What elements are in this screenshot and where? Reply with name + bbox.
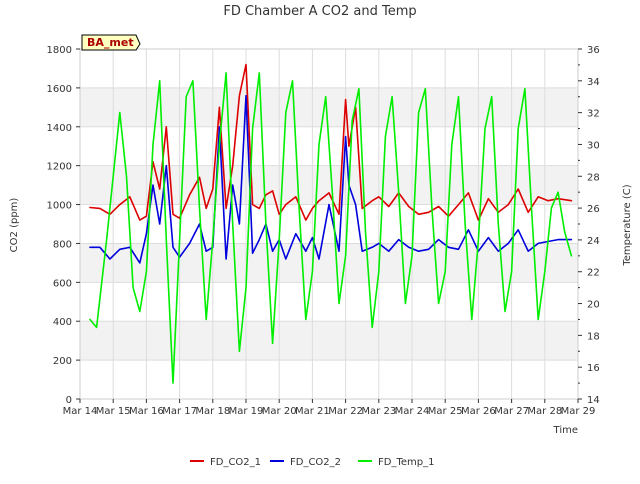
x-tick-label: Mar 20	[262, 406, 297, 417]
series-line-fd-co2-1	[89, 63, 573, 221]
y2-tick-label: 26	[587, 204, 600, 215]
background-band	[80, 243, 578, 283]
y2-tick-label: 14	[587, 395, 600, 406]
legend: FD_CO2_1 FD_CO2_2 FD_Temp_1	[190, 457, 434, 468]
legend-label: FD_CO2_2	[290, 457, 341, 468]
series-layer	[89, 63, 573, 384]
y2-tick-label: 36	[587, 45, 600, 56]
y-tick-label: 600	[53, 278, 72, 289]
y-axis-label: CO2 (ppm)	[9, 198, 20, 253]
y2-tick-label: 34	[587, 77, 600, 88]
legend-label: FD_Temp_1	[378, 457, 434, 468]
background-bands	[80, 87, 578, 361]
y2-tick-label: 20	[587, 300, 600, 311]
y2-axis-label: Temperature (C)	[622, 184, 633, 266]
y2-tick-label: 16	[587, 363, 600, 374]
x-axis-label: Time	[553, 425, 578, 436]
legend-item: FD_Temp_1	[358, 457, 434, 468]
y-tick-label: 1000	[47, 201, 72, 212]
background-band	[80, 321, 578, 361]
y-axis: 0 200 400 600 800 1000 1200 1400 1600 1800	[47, 45, 80, 406]
chart-title: FD Chamber A CO2 and Temp	[223, 4, 416, 19]
x-tick-label: Mar 24	[395, 406, 430, 417]
x-tick-label: Mar 17	[162, 406, 197, 417]
annotation-box: BA_met	[81, 34, 141, 51]
legend-label: FD_CO2_1	[210, 457, 261, 468]
x-tick-label: Mar 21	[295, 406, 330, 417]
series-line-fd-co2-2	[89, 94, 573, 264]
annotation-text: BA_met	[87, 36, 134, 49]
y-tick-label: 1400	[47, 123, 72, 134]
y-tick-label: 400	[53, 317, 72, 328]
x-tick-label: Mar 15	[96, 406, 131, 417]
y-tick-label: 1200	[47, 162, 72, 173]
legend-item: FD_CO2_2	[270, 457, 341, 468]
y2-tick-label: 30	[587, 140, 600, 151]
x-tick-label: Mar 23	[361, 406, 396, 417]
y2-tick-label: 32	[587, 109, 600, 120]
x-tick-label: Mar 27	[494, 406, 529, 417]
y2-tick-label: 28	[587, 172, 600, 183]
series-line-fd-temp-1	[89, 72, 573, 384]
x-tick-label: Mar 16	[129, 406, 164, 417]
y-tick-label: 0	[66, 395, 72, 406]
x-tick-label: Mar 22	[328, 406, 363, 417]
y2-axis: 14 16 18 20 22 24 26 28 30 32 34 36	[578, 45, 600, 406]
x-tick-label: Mar 25	[428, 406, 463, 417]
x-tick-label: Mar 29	[561, 406, 596, 417]
y-tick-label: 1800	[47, 45, 72, 56]
y2-tick-label: 22	[587, 268, 600, 279]
x-tick-label: Mar 18	[195, 406, 230, 417]
y-tick-label: 800	[53, 239, 72, 250]
x-tick-label: Mar 14	[63, 406, 98, 417]
y2-tick-label: 18	[587, 331, 600, 342]
x-tick-label: Mar 19	[229, 406, 264, 417]
background-band	[80, 87, 578, 127]
y-tick-label: 200	[53, 356, 72, 367]
y-tick-label: 1600	[47, 84, 72, 95]
x-tick-label: Mar 26	[461, 406, 496, 417]
legend-item: FD_CO2_1	[190, 457, 261, 468]
y2-tick-label: 24	[587, 236, 600, 247]
x-tick-label: Mar 28	[527, 406, 562, 417]
